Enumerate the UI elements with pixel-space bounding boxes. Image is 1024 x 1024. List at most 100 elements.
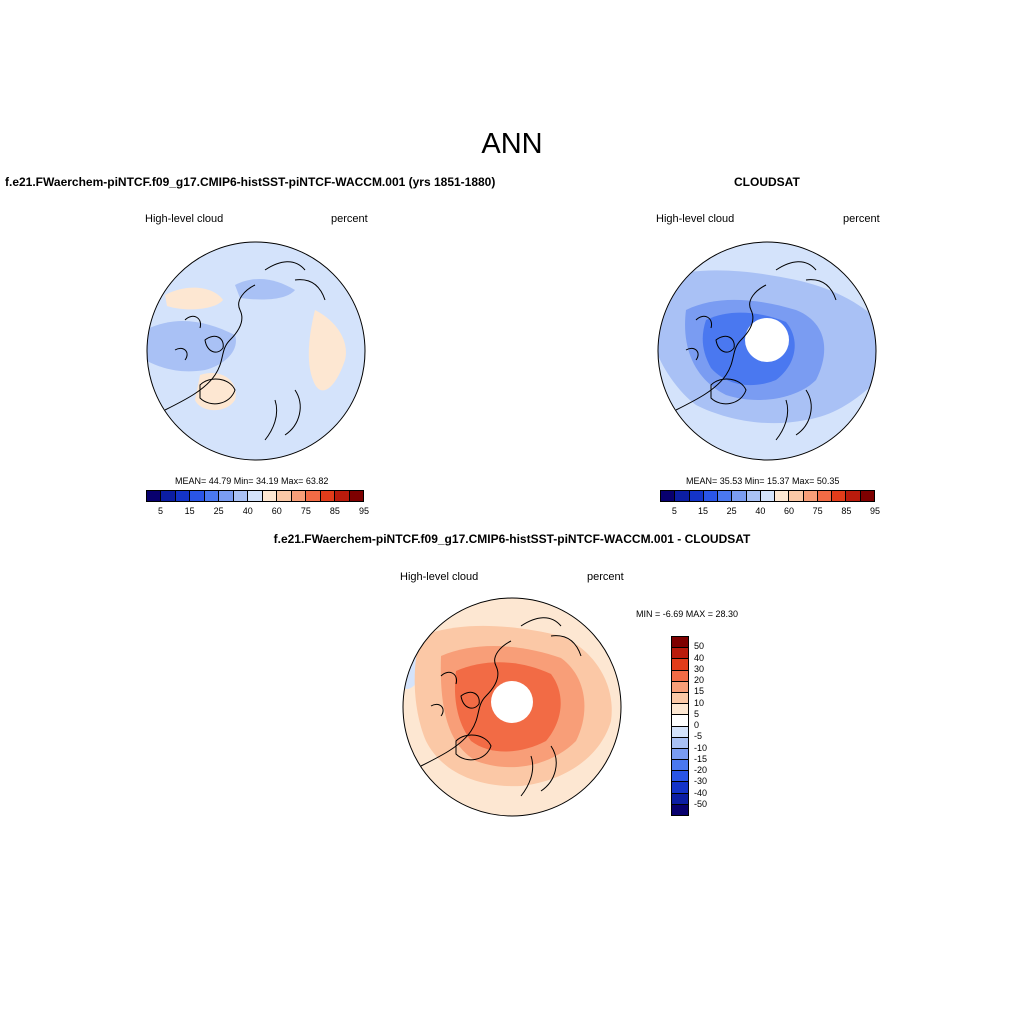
model-colorbar-swatch	[320, 491, 336, 501]
model-colorbar-swatch	[190, 491, 205, 501]
model-colorbar-tick-label: 95	[358, 506, 370, 516]
model-variable-label: High-level cloud	[145, 213, 224, 225]
diff-colorbar-tick-label: 0	[694, 720, 700, 730]
obs-colorbar-swatch	[789, 491, 804, 501]
model-cool-region	[235, 278, 295, 300]
obs-coastlines	[675, 261, 837, 441]
model-colorbar-swatch	[349, 491, 364, 501]
diff-colorbar-swatch	[672, 771, 688, 783]
obs-colorbar-swatch	[746, 491, 761, 501]
model-warm-region	[308, 310, 346, 391]
model-colorbar-tick-label: 85	[329, 506, 340, 516]
diff-colorbar-swatch	[672, 704, 688, 716]
diff-stats: MIN = -6.69 MAX = 28.30	[636, 609, 739, 619]
diff-colorbar-swatch	[672, 748, 688, 761]
obs-polar-map	[657, 241, 877, 461]
obs-missing-data-hole	[745, 318, 789, 362]
diff-colorbar-swatch	[672, 648, 688, 660]
obs-panel-title: CLOUDSAT	[734, 175, 800, 189]
obs-colorbar	[660, 490, 875, 502]
diff-panel-title: f.e21.FWaerchem-piNTCF.f09_g17.CMIP6-his…	[273, 532, 751, 546]
diff-coastlines	[420, 617, 582, 797]
diff-colorbar-tick-label: -40	[694, 787, 708, 798]
model-colorbar-swatch	[204, 491, 220, 501]
model-colorbar-tick-label: 60	[271, 506, 282, 516]
diff-colorbar-swatch	[672, 760, 688, 772]
diff-colorbar	[671, 636, 689, 816]
obs-colorbar-swatch	[860, 491, 874, 501]
model-units-label: percent	[331, 213, 368, 225]
obs-colorbar-swatch	[732, 491, 747, 501]
diff-map-border	[402, 597, 622, 817]
diff-colorbar-swatch	[672, 681, 688, 693]
obs-colorbar-swatch	[832, 491, 847, 501]
diff-colorbar-swatch	[672, 659, 688, 671]
model-colorbar-tick-label: 25	[213, 506, 224, 516]
model-colorbar-swatch	[147, 491, 162, 501]
diff-colorbar-swatch	[672, 637, 688, 649]
diff-colorbar-tick-label: -20	[694, 765, 708, 775]
diff-missing-data-hole	[491, 681, 533, 723]
obs-units-label: percent	[843, 213, 880, 225]
diff-colorbar-tick-label: -15	[694, 753, 708, 764]
diff-colorbar-tick-label: -50	[694, 798, 708, 809]
diff-colorbar-tick-label: 30	[694, 663, 705, 674]
obs-colorbar-tick-label: 5	[671, 506, 677, 516]
obs-map-border	[657, 241, 877, 461]
model-colorbar-tick-label: 5	[158, 506, 164, 516]
model-stats: MEAN= 44.79 Min= 34.19 Max= 63.82	[175, 476, 329, 486]
model-colorbar-swatch	[291, 491, 307, 501]
diff-colorbar-tick-label: 15	[694, 686, 705, 697]
model-coastlines	[164, 261, 326, 441]
diff-colorbar-swatch	[672, 782, 688, 794]
diff-colorbar-tick-label: -5	[694, 731, 703, 742]
model-colorbar-tick-label: 40	[242, 506, 253, 516]
obs-colorbar-swatch	[760, 491, 776, 501]
obs-colorbar-swatch	[846, 491, 861, 501]
model-colorbar-swatch	[335, 491, 350, 501]
obs-colorbar-swatch	[775, 491, 790, 501]
model-warm-region	[165, 287, 223, 310]
obs-colorbar-tick-label: 60	[783, 506, 795, 516]
page-title: ANN	[481, 128, 543, 160]
diff-colorbar-swatch	[672, 726, 688, 738]
model-colorbar-swatch	[248, 491, 263, 501]
model-colorbar-swatch	[306, 491, 321, 501]
model-colorbar-tick-label: 15	[184, 506, 195, 516]
diff-polar-map	[402, 597, 622, 817]
model-panel-title: f.e21.FWaerchem-piNTCF.f09_g17.CMIP6-his…	[5, 175, 496, 189]
model-colorbar-tick-label: 75	[300, 506, 311, 516]
diff-colorbar-swatch	[672, 737, 688, 749]
model-map-border	[146, 241, 366, 461]
diff-colorbar-tick-label: 5	[694, 708, 700, 719]
obs-colorbar-swatch	[817, 491, 833, 501]
model-colorbar-swatch	[219, 491, 234, 501]
obs-colorbar-swatch	[661, 491, 676, 501]
diff-colorbar-swatch	[672, 793, 688, 805]
diff-colorbar-tick-label: 20	[694, 675, 705, 685]
obs-colorbar-tick-label: 40	[755, 506, 766, 516]
model-cool-region	[147, 320, 236, 372]
obs-colorbar-swatch	[803, 491, 818, 501]
obs-stats: MEAN= 35.53 Min= 15.37 Max= 50.35	[686, 476, 840, 486]
diff-colorbar-tick-label: -30	[694, 776, 708, 787]
diff-colorbar-tick-label: -10	[694, 742, 708, 753]
obs-colorbar-tick-label: 75	[812, 506, 823, 516]
model-polar-map	[146, 241, 366, 461]
obs-colorbar-tick-label: 25	[726, 506, 737, 516]
model-colorbar-swatch	[233, 491, 249, 501]
obs-colorbar-swatch	[703, 491, 719, 501]
diff-colorbar-tick-label: 40	[694, 652, 705, 663]
diff-colorbar-swatch	[672, 715, 688, 727]
diff-units-label: percent	[587, 571, 624, 583]
obs-colorbar-tick-label: 15	[697, 506, 709, 516]
obs-colorbar-swatch	[718, 491, 733, 501]
diff-colorbar-tick-label: 10	[694, 697, 705, 708]
model-colorbar-swatch	[175, 491, 191, 501]
model-colorbar-swatch	[161, 491, 176, 501]
model-colorbar	[146, 490, 364, 502]
obs-colorbar-tick-label: 85	[841, 506, 852, 516]
diff-colorbar-swatch	[672, 692, 688, 705]
diff-colorbar-swatch	[672, 804, 688, 815]
obs-colorbar-swatch	[689, 491, 704, 501]
